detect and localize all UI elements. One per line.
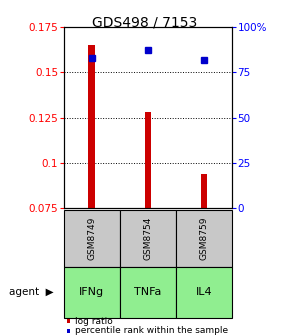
Bar — [144, 112, 151, 208]
Bar — [88, 45, 95, 208]
Text: agent  ▶: agent ▶ — [9, 287, 53, 297]
Text: percentile rank within the sample: percentile rank within the sample — [75, 326, 228, 335]
Text: GSM8754: GSM8754 — [143, 217, 153, 260]
Bar — [201, 174, 207, 208]
Text: GDS498 / 7153: GDS498 / 7153 — [93, 15, 197, 29]
Text: TNFa: TNFa — [134, 287, 162, 297]
Text: GSM8749: GSM8749 — [87, 217, 96, 260]
Text: IFNg: IFNg — [79, 287, 104, 297]
Text: IL4: IL4 — [196, 287, 212, 297]
Text: GSM8759: GSM8759 — [200, 217, 209, 260]
Text: log ratio: log ratio — [75, 317, 112, 326]
